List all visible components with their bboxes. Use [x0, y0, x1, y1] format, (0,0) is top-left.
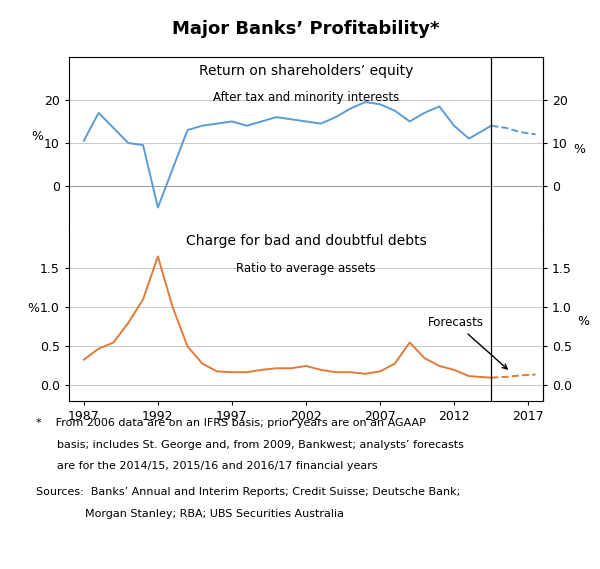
Y-axis label: %: % — [573, 143, 585, 156]
Text: Sources:  Banks’ Annual and Interim Reports; Credit Suisse; Deutsche Bank;: Sources: Banks’ Annual and Interim Repor… — [36, 488, 460, 497]
Text: Major Banks’ Profitability*: Major Banks’ Profitability* — [172, 20, 440, 38]
Y-axis label: %: % — [31, 130, 43, 143]
Text: basis; includes St. George and, from 2009, Bankwest; analysts’ forecasts: basis; includes St. George and, from 200… — [36, 440, 464, 450]
Text: are for the 2014/15, 2015/16 and 2016/17 financial years: are for the 2014/15, 2015/16 and 2016/17… — [36, 461, 377, 472]
Text: Return on shareholders’ equity: Return on shareholders’ equity — [199, 64, 413, 78]
Y-axis label: %: % — [27, 302, 39, 315]
Y-axis label: %: % — [577, 315, 589, 328]
Text: Forecasts: Forecasts — [427, 316, 507, 369]
Text: After tax and minority interests: After tax and minority interests — [213, 91, 399, 104]
Text: Morgan Stanley; RBA; UBS Securities Australia: Morgan Stanley; RBA; UBS Securities Aust… — [36, 509, 344, 519]
Text: Charge for bad and doubtful debts: Charge for bad and doubtful debts — [185, 234, 427, 248]
Text: *    From 2006 data are on an IFRS basis; prior years are on an AGAAP: * From 2006 data are on an IFRS basis; p… — [36, 418, 426, 428]
Text: Ratio to average assets: Ratio to average assets — [236, 262, 376, 275]
